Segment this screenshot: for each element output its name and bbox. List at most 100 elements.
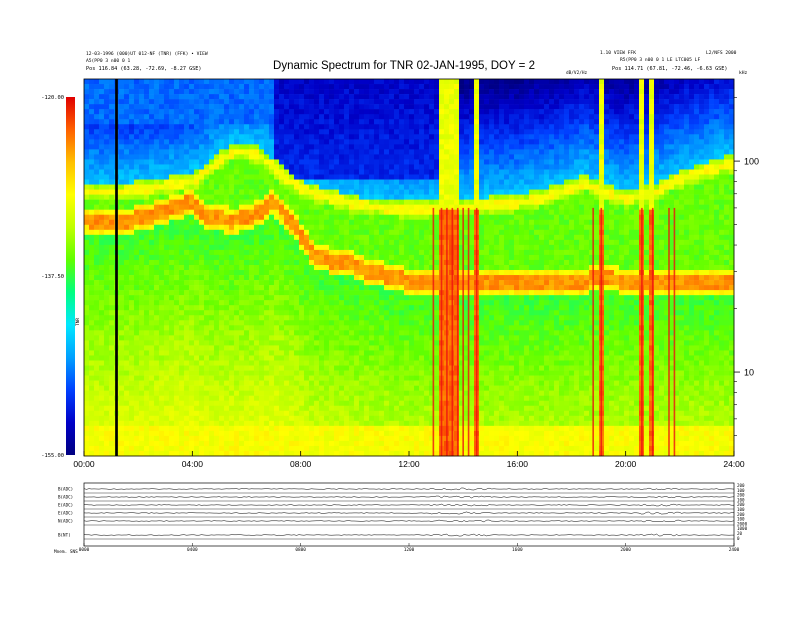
- heatmap-cell: [394, 430, 400, 437]
- heatmap-cell: [239, 159, 245, 165]
- heatmap-cell: [319, 119, 325, 125]
- heatmap-cell: [219, 169, 225, 175]
- heatmap-cell: [334, 365, 340, 371]
- heatmap-cell: [274, 109, 280, 115]
- heatmap-cell: [334, 99, 340, 105]
- heatmap-cell: [219, 179, 225, 185]
- heatmap-cell: [174, 420, 180, 427]
- heatmap-cell: [264, 119, 270, 125]
- heatmap-cell: [279, 300, 285, 306]
- heatmap-cell: [149, 375, 155, 381]
- heatmap-cell: [344, 345, 350, 351]
- heatmap-cell: [354, 114, 360, 120]
- heatmap-cell: [369, 325, 375, 331]
- heatmap-cell: [374, 345, 380, 351]
- heatmap-cell: [334, 229, 340, 236]
- heatmap-cell: [239, 360, 245, 366]
- heatmap-cell: [314, 139, 320, 145]
- heatmap-cell: [299, 204, 305, 210]
- heatmap-cell: [84, 285, 90, 291]
- heatmap-cell: [324, 330, 330, 336]
- heatmap-cell: [129, 214, 135, 221]
- heatmap-cell: [179, 310, 185, 316]
- heatmap-cell: [299, 405, 305, 412]
- heatmap-cell: [289, 244, 295, 251]
- heatmap-cell: [269, 355, 275, 361]
- heatmap-cell: [124, 410, 130, 417]
- heatmap-cell: [319, 425, 325, 432]
- heatmap-cell: [289, 209, 295, 216]
- heatmap-cell: [184, 410, 190, 417]
- heatmap-cell: [244, 285, 250, 291]
- heatmap-cell: [214, 310, 220, 316]
- heatmap-cell: [369, 350, 375, 356]
- heatmap-cell: [104, 144, 110, 150]
- heatmap-cell: [309, 134, 315, 140]
- heatmap-cell: [379, 254, 385, 261]
- heatmap-cell: [259, 134, 265, 140]
- heatmap-cell: [319, 254, 325, 261]
- heatmap-cell: [219, 114, 225, 120]
- heatmap-cell: [329, 154, 335, 160]
- heatmap-cell: [284, 114, 290, 120]
- heatmap-cell: [89, 325, 95, 331]
- heatmap-cell: [174, 300, 180, 306]
- heatmap-cell: [289, 84, 295, 90]
- heatmap-cell: [354, 320, 360, 326]
- heatmap-cell: [209, 390, 215, 396]
- heatmap-cell: [289, 390, 295, 396]
- heatmap-cell: [224, 310, 230, 316]
- heatmap-cell: [249, 330, 255, 336]
- heatmap-cell: [304, 355, 310, 361]
- heatmap-cell: [354, 440, 360, 447]
- heatmap-cell: [119, 450, 125, 457]
- heatmap-cell: [319, 355, 325, 361]
- heatmap-cell: [204, 184, 210, 190]
- heatmap-cell: [329, 264, 335, 271]
- heatmap-cell: [154, 104, 160, 110]
- heatmap-cell: [94, 425, 100, 432]
- heatmap-cell: [289, 189, 295, 195]
- heatmap-cell: [334, 164, 340, 170]
- heatmap-cell: [369, 239, 375, 246]
- heatmap-cell: [184, 365, 190, 371]
- heatmap-cell: [264, 104, 270, 110]
- heatmap-cell: [334, 410, 340, 417]
- heatmap-cell: [204, 280, 210, 286]
- heatmap-cell: [154, 310, 160, 316]
- heatmap-cell: [309, 310, 315, 316]
- heatmap-cell: [119, 99, 125, 105]
- heatmap-cell: [119, 234, 125, 241]
- heatmap-cell: [249, 320, 255, 326]
- heatmap-cell: [364, 450, 370, 457]
- heatmap-cell: [139, 234, 145, 241]
- heatmap-cell: [414, 94, 420, 100]
- heatmap-cell: [399, 310, 405, 316]
- heatmap-cell: [264, 169, 270, 175]
- heatmap-cell: [309, 199, 315, 205]
- heatmap-cell: [249, 445, 255, 452]
- heatmap-cell: [229, 355, 235, 361]
- heatmap-cell: [159, 174, 165, 180]
- heatmap-cell: [324, 405, 330, 412]
- heatmap-cell: [309, 139, 315, 145]
- heatmap-cell: [174, 400, 180, 407]
- heatmap-cell: [294, 440, 300, 447]
- heatmap-cell: [384, 134, 390, 140]
- heatmap-cell: [194, 114, 200, 120]
- heatmap-cell: [149, 285, 155, 291]
- heatmap-cell: [379, 194, 385, 200]
- heatmap-cell: [309, 254, 315, 261]
- heatmap-cell: [384, 79, 390, 85]
- heatmap-cell: [259, 249, 265, 256]
- heatmap-cell: [134, 365, 140, 371]
- heatmap-cell: [289, 365, 295, 371]
- heatmap-cell: [279, 114, 285, 120]
- heatmap-cell: [284, 84, 290, 90]
- heatmap-cell: [224, 415, 230, 422]
- heatmap-cell: [139, 405, 145, 412]
- heatmap-cell: [224, 275, 230, 281]
- heatmap-cell: [274, 224, 280, 231]
- heatmap-cell: [394, 89, 400, 95]
